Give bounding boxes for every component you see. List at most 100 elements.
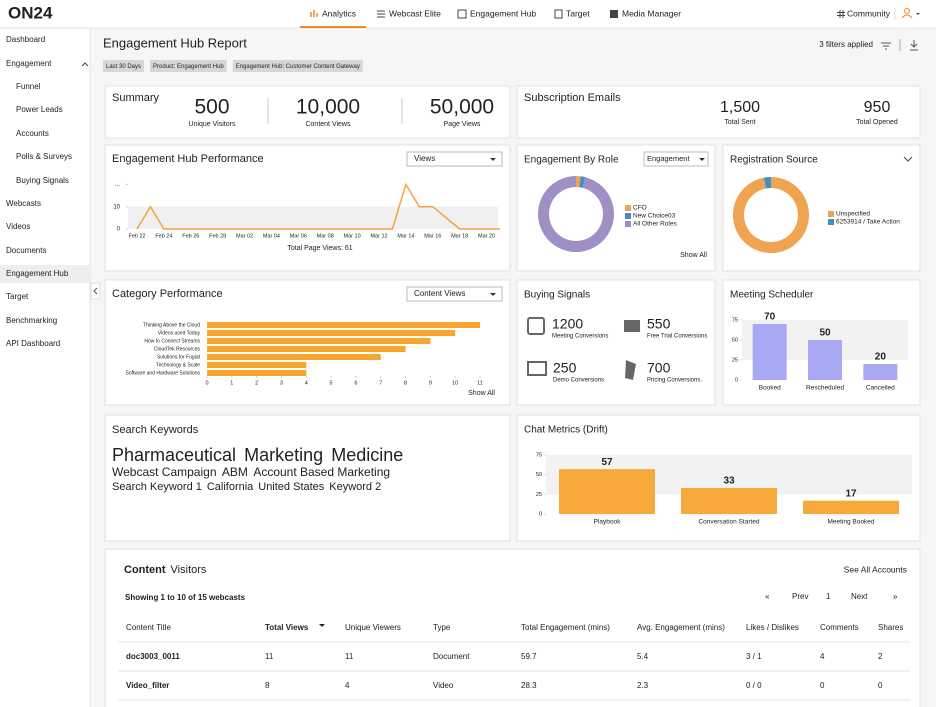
legend-label: Unspecified	[836, 211, 870, 218]
table-cell: Video	[433, 681, 454, 690]
nav-tab[interactable]: Analytics	[322, 8, 356, 18]
filter-chip[interactable]	[103, 60, 145, 72]
table-cell[interactable]: Video_filter	[126, 681, 169, 690]
y-tick-label: 25	[536, 492, 542, 498]
data-label: 50	[819, 328, 831, 339]
column-header: Total Engagement (mins)	[521, 623, 610, 632]
panel	[516, 279, 716, 406]
download-icon[interactable]	[910, 40, 918, 51]
column-header[interactable]: Total Views	[265, 623, 309, 632]
nav-tab[interactable]: Target	[566, 8, 590, 18]
sidebar-item[interactable]: API Dashboard	[6, 339, 60, 348]
x-tick-label: Mar 16	[424, 233, 441, 239]
panel	[104, 85, 511, 139]
bar	[808, 340, 842, 380]
panel-title: Meeting Scheduler	[730, 290, 814, 301]
data-label: 20	[875, 352, 887, 363]
dropdown[interactable]	[643, 151, 709, 167]
x-tick-label: Cancelled	[866, 385, 895, 392]
sidebar-item[interactable]: Videos	[6, 222, 30, 231]
table-cell: 0	[820, 681, 825, 690]
dropdown-label[interactable]: Views	[414, 154, 435, 163]
filter-chip[interactable]	[232, 60, 363, 72]
sidebar-item[interactable]: Dashboard	[6, 35, 45, 44]
user-icon[interactable]	[904, 8, 910, 14]
pager-item[interactable]: Next	[851, 592, 868, 601]
top-nav	[0, 0, 936, 28]
table-cell: 59.7	[521, 652, 537, 661]
dropdown[interactable]	[406, 151, 503, 167]
see-all-link[interactable]: See All Accounts	[844, 564, 907, 574]
pager-item[interactable]: »	[893, 592, 898, 601]
filters-applied: 3 filters applied	[819, 40, 873, 49]
nav-tab[interactable]: Webcast Elite	[389, 8, 441, 18]
legend-swatch	[625, 213, 631, 219]
chevron[interactable]	[903, 156, 913, 162]
bar	[207, 362, 307, 368]
sidebar-item[interactable]: Polls & Surveys	[16, 152, 72, 161]
sidebar-item[interactable]: Accounts	[16, 129, 49, 138]
bar	[803, 500, 899, 514]
calendar-icon	[527, 317, 545, 335]
content-title: Content	[124, 564, 166, 576]
y-category-label: Solutions for Fugiat	[157, 354, 201, 360]
y-category-label: Technology & Scale	[156, 362, 200, 368]
sidebar-item[interactable]: Documents	[6, 246, 46, 255]
sort-icon[interactable]	[319, 624, 325, 627]
sidebar-item[interactable]: Power Leads	[16, 105, 63, 114]
signal-value: 250	[553, 360, 577, 376]
legend-swatch	[828, 219, 834, 225]
nav-tab[interactable]: Media Manager	[622, 8, 681, 18]
filter-chip[interactable]	[150, 60, 227, 72]
sidebar-item[interactable]: Webcasts	[6, 199, 41, 208]
signal-label: Pricing Conversions.	[647, 378, 702, 384]
keyword: Webcast Campaign	[112, 465, 217, 479]
x-tick-label: Feb 26	[182, 233, 199, 239]
pager-item[interactable]: «	[765, 592, 770, 601]
column-header: Type	[433, 623, 451, 632]
sidebar-item[interactable]: Funnel	[16, 82, 41, 91]
donut-slice	[763, 177, 771, 189]
show-all-link[interactable]: Show All	[680, 252, 707, 259]
community-link[interactable]: Community	[847, 8, 891, 18]
legend-swatch	[828, 211, 834, 217]
stat-value: 10,000	[296, 96, 360, 119]
pager-item[interactable]: Prev	[792, 592, 808, 601]
collapse-button[interactable]	[90, 282, 101, 300]
analytics-icon	[310, 10, 318, 17]
user-icon-body	[901, 14, 913, 19]
x-tick-label: 1	[230, 380, 233, 386]
data-label: 70	[764, 312, 776, 323]
panel-title: Chat Metrics (Drift)	[524, 425, 608, 436]
panel	[722, 144, 921, 272]
nav-tab[interactable]: Engagement Hub	[470, 8, 536, 18]
x-tick-label: Playbook	[594, 519, 621, 526]
content-subtitle: Visitors	[171, 564, 207, 576]
filter-icon[interactable]	[881, 42, 891, 50]
table-cell[interactable]: doc3003_0011	[126, 652, 180, 661]
keyword: Marketing	[244, 445, 323, 465]
sidebar-item[interactable]: Engagement	[6, 59, 52, 68]
x-tick-label: Mar 06	[290, 233, 307, 239]
show-all-link[interactable]: Show All	[468, 390, 495, 397]
y-tick-label: 50	[732, 337, 738, 343]
bar	[207, 346, 406, 352]
filter-chip-label: Engagement Hub: Customer Content Gateway	[236, 64, 360, 70]
x-tick-label: 10	[452, 380, 458, 386]
dropdown[interactable]	[406, 286, 503, 302]
bar	[752, 324, 787, 380]
sidebar-item[interactable]: Benchmarking	[6, 316, 57, 325]
dropdown-label[interactable]: Content Views	[414, 289, 465, 298]
pager-item[interactable]: 1	[826, 592, 831, 601]
data-label: 33	[723, 476, 735, 487]
x-tick-label: Feb 28	[209, 233, 226, 239]
sidebar-item[interactable]: Target	[6, 292, 29, 301]
sidebar-item[interactable]: Buying Signals	[16, 176, 69, 185]
sidebar-item[interactable]: Engagement Hub	[6, 269, 69, 278]
x-tick-label: Mar 08	[317, 233, 334, 239]
dropdown-label[interactable]: Engagement	[647, 154, 690, 163]
x-tick-label: 11	[477, 380, 483, 386]
signal-label: Meeting Conversions	[552, 334, 608, 340]
signal-label: Free Trial Conversions	[647, 334, 707, 340]
